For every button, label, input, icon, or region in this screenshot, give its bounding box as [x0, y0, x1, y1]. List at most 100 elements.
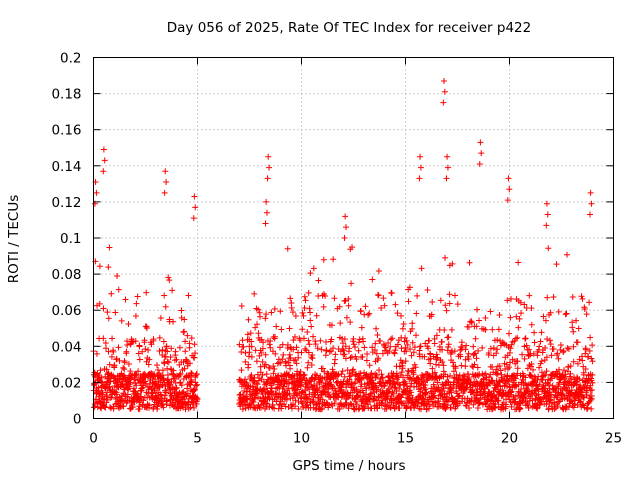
data-point: [325, 389, 332, 396]
data-point: [429, 365, 436, 372]
data-point: [569, 293, 576, 300]
data-point: [579, 357, 586, 364]
data-point: [345, 302, 352, 309]
data-point: [567, 362, 574, 369]
data-point: [299, 309, 306, 316]
data-point: [298, 349, 305, 356]
data-point: [450, 368, 457, 375]
data-point: [430, 353, 437, 360]
data-point: [363, 357, 370, 364]
data-point: [573, 381, 580, 388]
data-point: [316, 385, 323, 392]
data-point: [574, 339, 581, 346]
data-point: [328, 348, 335, 355]
data-point: [508, 388, 515, 395]
data-point: [416, 175, 423, 182]
data-point: [183, 356, 190, 363]
x-tick-label: 20: [501, 431, 518, 447]
data-point: [460, 372, 467, 379]
data-point: [109, 335, 116, 342]
data-point: [133, 300, 140, 307]
data-point: [530, 378, 537, 385]
data-point: [507, 345, 514, 352]
data-point: [346, 345, 353, 352]
data-point: [304, 364, 311, 371]
data-point: [358, 324, 365, 331]
data-point: [105, 315, 112, 322]
data-point: [496, 312, 503, 319]
y-tick-label: 0.2: [60, 51, 81, 67]
data-point: [516, 315, 523, 322]
data-point: [387, 343, 394, 350]
data-point: [362, 303, 369, 310]
data-point: [403, 348, 410, 355]
data-point: [588, 377, 595, 384]
data-point: [285, 359, 292, 366]
data-point: [515, 324, 522, 331]
data-point: [193, 382, 200, 389]
data-point: [258, 349, 265, 356]
data-point: [280, 383, 287, 390]
data-point: [317, 337, 324, 344]
data-point: [396, 404, 403, 411]
data-point: [286, 351, 293, 358]
data-point: [259, 372, 266, 379]
data-point: [326, 348, 333, 355]
data-point: [417, 406, 424, 413]
data-point: [440, 368, 447, 375]
data-point: [100, 168, 107, 175]
data-point: [569, 319, 576, 326]
data-point: [425, 345, 432, 352]
data-point: [379, 350, 386, 357]
data-point: [164, 348, 171, 355]
data-point: [544, 211, 551, 218]
data-point: [517, 310, 524, 317]
data-point: [184, 332, 191, 339]
data-point: [425, 405, 432, 412]
data-point: [330, 376, 337, 383]
data-point: [145, 346, 152, 353]
data-point: [191, 354, 198, 361]
data-point: [497, 342, 504, 349]
data-point: [340, 403, 347, 410]
data-point: [371, 346, 378, 353]
data-point: [544, 336, 551, 343]
data-point: [390, 390, 397, 397]
data-point: [135, 368, 142, 375]
data-point: [251, 404, 258, 411]
data-point: [352, 379, 359, 386]
data-point: [447, 404, 454, 411]
data-point: [295, 405, 302, 412]
data-point: [323, 347, 330, 354]
data-point: [431, 369, 438, 376]
data-point: [263, 209, 270, 216]
data-point: [161, 360, 168, 367]
data-point: [282, 403, 289, 410]
data-point: [124, 341, 131, 348]
data-point: [545, 381, 552, 388]
data-point: [545, 245, 552, 252]
data-point: [543, 200, 550, 207]
data-point: [318, 346, 325, 353]
data-points: [90, 77, 596, 413]
data-point: [542, 317, 549, 324]
data-point: [353, 356, 360, 363]
data-point: [347, 372, 354, 379]
data-point: [405, 368, 412, 375]
data-point: [408, 352, 415, 359]
data-point: [248, 338, 255, 345]
data-point: [168, 378, 175, 385]
data-point: [387, 404, 394, 411]
data-point: [504, 297, 511, 304]
data-point: [378, 371, 385, 378]
data-point: [160, 375, 167, 382]
data-point: [307, 309, 314, 316]
data-point: [465, 355, 472, 362]
data-point: [516, 406, 523, 413]
data-point: [369, 379, 376, 386]
data-point: [373, 350, 380, 357]
data-point: [341, 336, 348, 343]
data-point: [402, 334, 409, 341]
data-point: [421, 353, 428, 360]
data-point: [156, 348, 163, 355]
